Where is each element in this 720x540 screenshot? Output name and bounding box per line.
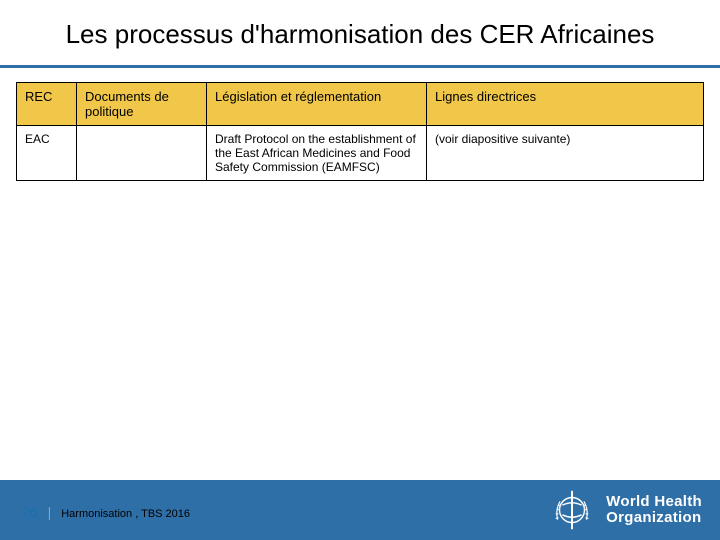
harmonisation-table: REC Documents de politique Législation e… — [16, 82, 704, 181]
slide-footer: 26 | Harmonisation , TBS 2016 World Heal… — [0, 468, 720, 540]
footer-text: Harmonisation , TBS 2016 — [61, 508, 190, 520]
slide: Les processus d'harmonisation des CER Af… — [0, 0, 720, 540]
who-line1: World Health — [606, 494, 702, 510]
table-header-row: REC Documents de politique Législation e… — [17, 82, 704, 125]
page-number: 26 — [22, 504, 38, 520]
col-legislation: Législation et réglementation — [207, 82, 427, 125]
title-rule — [0, 65, 720, 68]
col-documents: Documents de politique — [77, 82, 207, 125]
col-lignes: Lignes directrices — [427, 82, 704, 125]
footer-left: 26 | Harmonisation , TBS 2016 — [22, 504, 190, 520]
cell-lignes: (voir diapositive suivante) — [427, 125, 704, 180]
col-rec: REC — [17, 82, 77, 125]
who-emblem-icon — [548, 486, 596, 534]
who-line2: Organization — [606, 510, 702, 526]
who-logo: World Health Organization — [548, 486, 702, 534]
table-container: REC Documents de politique Législation e… — [0, 82, 720, 181]
cell-rec: EAC — [17, 125, 77, 180]
cell-legislation: Draft Protocol on the establishment of t… — [207, 125, 427, 180]
page-separator: | — [48, 504, 52, 520]
who-logo-text: World Health Organization — [606, 494, 702, 526]
title-block: Les processus d'harmonisation des CER Af… — [0, 0, 720, 59]
table-row: EAC Draft Protocol on the establishment … — [17, 125, 704, 180]
cell-documents — [77, 125, 207, 180]
slide-title: Les processus d'harmonisation des CER Af… — [40, 18, 680, 51]
